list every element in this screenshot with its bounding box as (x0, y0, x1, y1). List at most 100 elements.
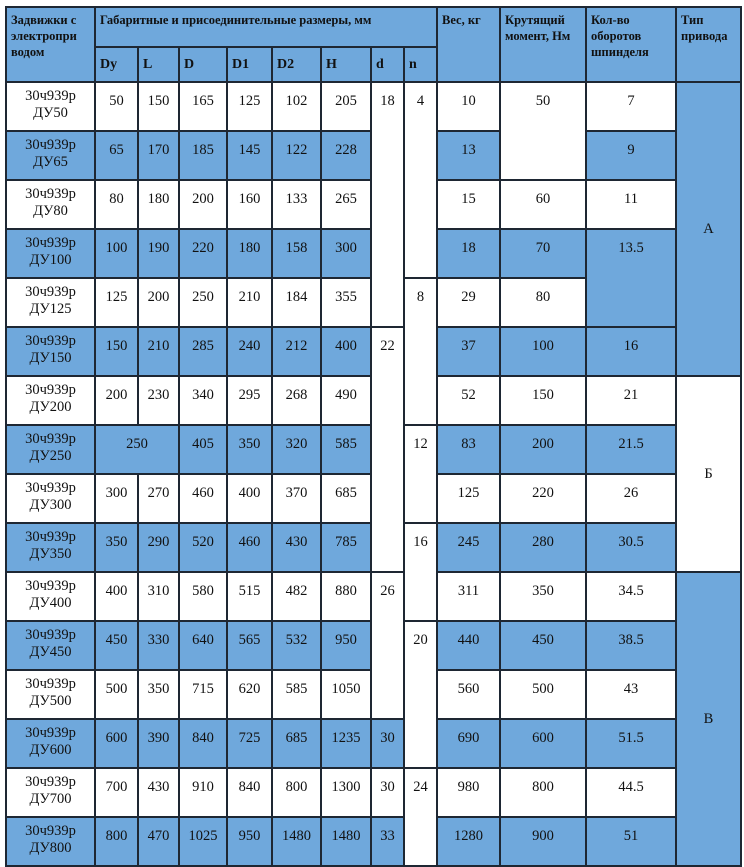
table-cell: 640 (178, 620, 228, 671)
model-size: ДУ50 (33, 105, 68, 121)
header-dim-d: d (370, 46, 405, 83)
table-cell: 158 (271, 228, 322, 279)
table-cell: 725 (226, 718, 273, 769)
model-code: 30ч939р (25, 823, 76, 839)
table-cell: 22 (370, 326, 405, 573)
valve-model: 30ч939р ДУ350 (5, 522, 96, 573)
valve-model: 30ч939р ДУ125 (5, 277, 96, 328)
table-cell: 245 (436, 522, 501, 573)
table-cell: 34.5 (585, 571, 677, 622)
table-cell: 65 (94, 130, 139, 181)
table-cell: 340 (178, 375, 228, 426)
table-cell: 165 (178, 81, 228, 132)
model-size: ДУ500 (29, 693, 72, 709)
table-cell: 150 (499, 375, 587, 426)
table-cell: 230 (137, 375, 180, 426)
table-cell: 150 (137, 81, 180, 132)
table-cell: 560 (436, 669, 501, 720)
model-size: ДУ125 (29, 301, 72, 317)
table-cell: 370 (271, 473, 322, 524)
model-code: 30ч939р (25, 88, 76, 104)
table-cell: 240 (226, 326, 273, 377)
table-cell: 350 (137, 669, 180, 720)
table-cell: 13.5 (585, 228, 677, 328)
table-cell: 13 (436, 130, 501, 181)
header-dim-d2: D2 (271, 46, 322, 83)
table-cell: 180 (137, 179, 180, 230)
model-code: 30ч939р (25, 137, 76, 153)
table-row: 30ч939р ДУ65 65 170 185 145 122 228 13 9 (5, 130, 741, 181)
valve-model: 30ч939р ДУ65 (5, 130, 96, 181)
header-drive-type: Тип привода (675, 6, 742, 83)
table-cell: 21.5 (585, 424, 677, 475)
table-cell: 800 (271, 767, 322, 818)
header-torque: Крутящий момент, Нм (499, 6, 587, 83)
model-size: ДУ800 (29, 840, 72, 856)
table-cell: 29 (436, 277, 501, 328)
table-cell: 500 (94, 669, 139, 720)
header-dimensions: Габаритные и присоединительные размеры, … (94, 6, 438, 48)
table-cell: 840 (226, 767, 273, 818)
table-cell: 100 (499, 326, 587, 377)
model-size: ДУ450 (29, 644, 72, 660)
model-size: ДУ600 (29, 742, 72, 758)
valve-model: 30ч939р ДУ600 (5, 718, 96, 769)
table-cell: 450 (94, 620, 139, 671)
table-cell: 355 (320, 277, 372, 328)
table-cell: 620 (226, 669, 273, 720)
table-cell: 200 (137, 277, 180, 328)
table-cell: 200 (178, 179, 228, 230)
table-cell: 1235 (320, 718, 372, 769)
table-cell: 280 (499, 522, 587, 573)
valve-specs-table: Задвижки с электропри водом Габаритные и… (5, 6, 742, 867)
model-size: ДУ200 (29, 399, 72, 415)
valve-model: 30ч939р ДУ50 (5, 81, 96, 132)
table-cell: 180 (226, 228, 273, 279)
table-cell: 430 (271, 522, 322, 573)
table-cell: 20 (403, 620, 438, 769)
table-cell: 125 (226, 81, 273, 132)
table-cell: 1480 (320, 816, 372, 867)
table-cell: 290 (137, 522, 180, 573)
model-code: 30ч939р (25, 235, 76, 251)
valve-model: 30ч939р ДУ300 (5, 473, 96, 524)
table-cell: 460 (226, 522, 273, 573)
header-dim-l: L (137, 46, 180, 83)
table-cell: 320 (271, 424, 322, 475)
header-weight: Вес, кг (436, 6, 501, 83)
model-code: 30ч939р (25, 431, 76, 447)
table-cell: 228 (320, 130, 372, 181)
table-header: Задвижки с электропри водом Габаритные и… (5, 6, 742, 83)
table-cell: 585 (271, 669, 322, 720)
table-cell: 26 (370, 571, 405, 720)
model-size: ДУ65 (33, 154, 68, 170)
table-cell: 600 (499, 718, 587, 769)
table-cell: 11 (585, 179, 677, 230)
table-cell: 170 (137, 130, 180, 181)
header-dim-d: D (178, 46, 228, 83)
table-cell: 295 (226, 375, 273, 426)
table-cell: 715 (178, 669, 228, 720)
table-cell: 8 (403, 277, 438, 426)
table-cell: 880 (320, 571, 372, 622)
valve-model: 30ч939р ДУ250 (5, 424, 96, 475)
table-cell: 840 (178, 718, 228, 769)
table-cell: 460 (178, 473, 228, 524)
model-code: 30ч939р (25, 284, 76, 300)
table-cell: 220 (178, 228, 228, 279)
table-cell: 330 (137, 620, 180, 671)
model-size: ДУ400 (29, 595, 72, 611)
table-cell: 21 (585, 375, 677, 426)
header-name: Задвижки с электропри водом (5, 6, 96, 83)
table-cell: 1050 (320, 669, 372, 720)
table-cell: 400 (94, 571, 139, 622)
valve-model: 30ч939р ДУ500 (5, 669, 96, 720)
table-cell: 160 (226, 179, 273, 230)
table-cell: 200 (499, 424, 587, 475)
table-cell: 600 (94, 718, 139, 769)
drive-type-cell: А (675, 81, 742, 377)
table-cell: 532 (271, 620, 322, 671)
model-code: 30ч939р (25, 480, 76, 496)
table-row: 30ч939р ДУ125 125 200 250 210 184 355 8 29 80 (5, 277, 741, 426)
table-cell: 910 (178, 767, 228, 818)
